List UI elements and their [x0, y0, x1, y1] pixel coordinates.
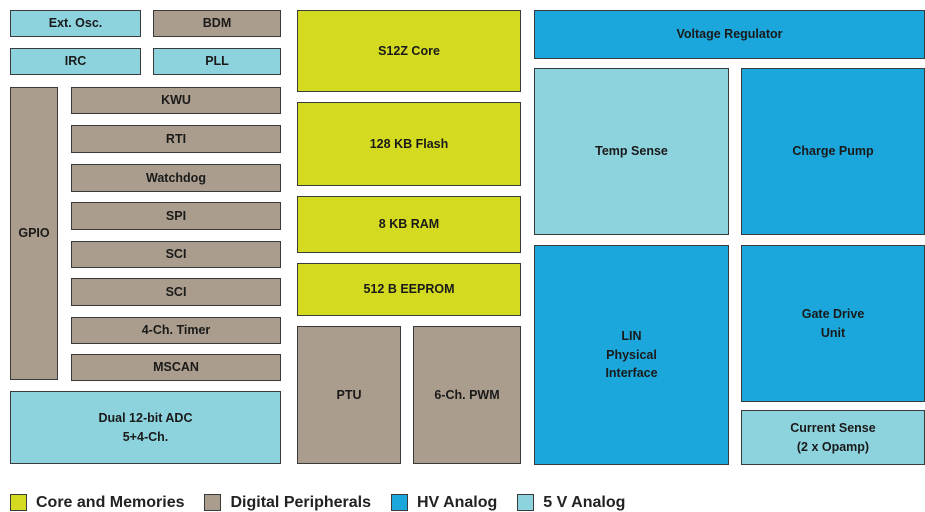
pll-block: PLL: [153, 48, 281, 75]
core-label: S12Z Core: [378, 43, 440, 58]
flash-block: 128 KB Flash: [297, 102, 521, 186]
watchdog-block: Watchdog: [71, 164, 281, 192]
lin-physical-interface-block: LIN Physical Interface: [534, 245, 729, 465]
bdm-label: BDM: [202, 16, 232, 31]
voltage-regulator-block: Voltage Regulator: [534, 10, 925, 59]
charge-pump-label: Charge Pump: [792, 144, 874, 159]
mscan-block: MSCAN: [71, 354, 281, 381]
pwm-label: 6-Ch. PWM: [434, 387, 500, 402]
eeprom-block: 512 B EEPROM: [297, 263, 521, 316]
legend-swatch-hv-analog: [390, 494, 408, 511]
ptu-label: PTU: [336, 387, 362, 402]
voltage-regulator-label: Voltage Regulator: [676, 27, 783, 42]
legend-label-hv-analog: HV Analog: [416, 493, 498, 511]
spi-block: SPI: [71, 202, 281, 230]
legend-swatch-core-and-memories: [10, 494, 27, 511]
adc-block: Dual 12-bit ADC 5+4-Ch.: [10, 391, 281, 464]
sci-label-2: SCI: [165, 284, 187, 299]
gate-drive-unit-block: Gate Drive Unit: [741, 245, 925, 402]
temp-sense-block: Temp Sense: [534, 68, 729, 235]
legend-item-core-and-memories: Core and Memories: [10, 494, 184, 512]
current-sense-label: Current Sense (2 x Opamp): [790, 420, 876, 454]
spi-label: SPI: [165, 208, 187, 223]
bdm-block: BDM: [153, 10, 281, 37]
timer-block: 4-Ch. Timer: [71, 317, 281, 344]
legend-label-digital-peripherals: Digital Peripherals: [230, 493, 371, 511]
adc-label: Dual 12-bit ADC 5+4-Ch.: [98, 410, 193, 444]
gpio-block: GPIO: [10, 87, 58, 380]
charge-pump-block: Charge Pump: [741, 68, 925, 235]
legend-swatch-digital-peripherals: [204, 494, 222, 511]
kwu-block: KWU: [71, 87, 281, 114]
gate-drive-unit-label: Gate Drive Unit: [801, 306, 865, 340]
flash-label: 128 KB Flash: [369, 136, 449, 151]
eeprom-label: 512 B EEPROM: [363, 282, 455, 297]
ram-label: 8 KB RAM: [378, 217, 440, 232]
ptu-block: PTU: [297, 326, 401, 464]
rti-block: RTI: [71, 125, 281, 153]
legend-item-digital-peripherals: Digital Peripherals: [204, 494, 371, 512]
legend-label-5v-analog: 5 V Analog: [543, 493, 626, 511]
timer-label: 4-Ch. Timer: [141, 323, 211, 338]
sci-block-2: SCI: [71, 278, 281, 306]
rti-label: RTI: [165, 131, 187, 146]
ram-block: 8 KB RAM: [297, 196, 521, 253]
temp-sense-label: Temp Sense: [595, 144, 668, 159]
lin-physical-interface-label: LIN Physical Interface: [605, 328, 658, 381]
irc-block: IRC: [10, 48, 141, 75]
ext-osc-block: Ext. Osc.: [10, 10, 141, 37]
sci-label-1: SCI: [165, 247, 187, 262]
mscan-label: MSCAN: [153, 360, 199, 375]
irc-label: IRC: [64, 54, 87, 69]
ext-osc-label: Ext. Osc.: [48, 16, 103, 31]
core-block: S12Z Core: [297, 10, 521, 92]
legend-item-5v-analog: 5 V Analog: [517, 494, 625, 512]
watchdog-label: Watchdog: [146, 170, 206, 185]
kwu-label: KWU: [161, 93, 191, 108]
gpio-label: GPIO: [18, 226, 50, 241]
legend-item-hv-analog: HV Analog: [390, 493, 498, 512]
sci-block-1: SCI: [71, 241, 281, 268]
pll-label: PLL: [205, 54, 229, 69]
pwm-block: 6-Ch. PWM: [413, 326, 521, 464]
legend-label-core-and-memories: Core and Memories: [36, 493, 185, 511]
legend-swatch-5v-analog: [517, 494, 535, 511]
legend: Core and Memories Digital Peripherals HV…: [10, 493, 645, 512]
current-sense-block: Current Sense (2 x Opamp): [741, 410, 925, 465]
